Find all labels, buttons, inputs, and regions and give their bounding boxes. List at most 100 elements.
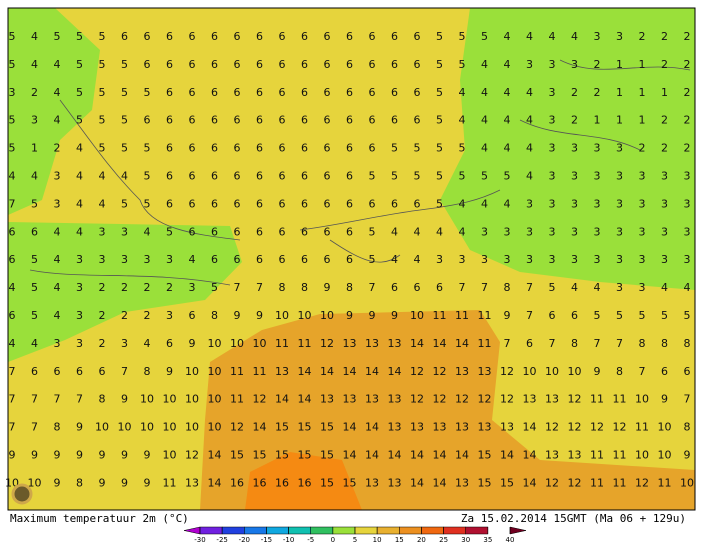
colorbar-segment — [376, 526, 400, 535]
grid-value: 8 — [99, 393, 106, 406]
grid-value: 11 — [455, 309, 469, 322]
grid-value: 10 — [118, 421, 132, 434]
grid-value: 4 — [504, 114, 511, 127]
grid-value: 6 — [31, 365, 38, 378]
grid-value: 6 — [234, 30, 241, 43]
grid-value: 5 — [144, 142, 151, 155]
grid-value: 16 — [230, 476, 244, 489]
map-frame — [7, 7, 696, 511]
grid-value: 5 — [414, 170, 421, 183]
colorbar-tick-label: -30 — [194, 536, 205, 544]
grid-value: 7 — [504, 337, 511, 350]
grid-value: 9 — [99, 449, 106, 462]
grid-value: 6 — [76, 365, 83, 378]
grid-value: 4 — [481, 197, 488, 210]
grid-value: 10 — [658, 449, 672, 462]
grid-value: 7 — [639, 365, 646, 378]
grid-value: 7 — [256, 281, 263, 294]
grid-value: 8 — [279, 281, 286, 294]
grid-value: 1 — [616, 86, 623, 99]
grid-value: 9 — [504, 309, 511, 322]
grid-value: 7 — [121, 365, 128, 378]
grid-value: 9 — [99, 476, 106, 489]
grid-value: 14 — [523, 421, 537, 434]
grid-value: 6 — [211, 86, 218, 99]
grid-value: 13 — [433, 421, 447, 434]
grid-value: 6 — [301, 30, 308, 43]
grid-value: 4 — [504, 197, 511, 210]
grid-value: 3 — [9, 86, 16, 99]
grid-value: 2 — [684, 86, 691, 99]
grid-value: 7 — [9, 421, 16, 434]
grid-value: 4 — [76, 197, 83, 210]
grid-value: 6 — [346, 170, 353, 183]
grid-value: 3 — [616, 281, 623, 294]
grid-value: 6 — [279, 170, 286, 183]
grid-value: 3 — [76, 309, 83, 322]
grid-value: 6 — [189, 58, 196, 71]
grid-value: 4 — [526, 142, 533, 155]
grid-value: 6 — [31, 225, 38, 238]
grid-value: 1 — [639, 86, 646, 99]
colorbar-tick-label: 20 — [417, 536, 426, 544]
grid-value: 3 — [639, 197, 646, 210]
grid-value: 12 — [545, 476, 559, 489]
grid-value: 7 — [76, 393, 83, 406]
grid-value: 6 — [549, 309, 556, 322]
grid-value: 3 — [594, 142, 601, 155]
grid-value: 2 — [661, 114, 668, 127]
grid-value: 6 — [414, 281, 421, 294]
grid-value: 2 — [99, 337, 106, 350]
grid-value: 3 — [616, 170, 623, 183]
grid-value: 6 — [346, 114, 353, 127]
grid-value: 3 — [616, 30, 623, 43]
grid-value: 4 — [504, 142, 511, 155]
grid-value: 3 — [684, 225, 691, 238]
grid-value: 3 — [684, 197, 691, 210]
grid-value: 14 — [343, 449, 357, 462]
grid-value: 7 — [526, 309, 533, 322]
grid-value: 6 — [189, 114, 196, 127]
grid-value: 6 — [256, 114, 263, 127]
grid-value: 5 — [31, 197, 38, 210]
grid-value: 6 — [234, 197, 241, 210]
grid-value: 15 — [320, 421, 334, 434]
grid-value: 7 — [594, 337, 601, 350]
grid-value: 6 — [189, 86, 196, 99]
grid-value: 10 — [185, 393, 199, 406]
grid-value: 2 — [144, 309, 151, 322]
colorbar-tick-label: 0 — [331, 536, 335, 544]
grid-value: 3 — [54, 170, 61, 183]
grid-value: 9 — [144, 449, 151, 462]
colorbar-tick-label: 10 — [373, 536, 382, 544]
grid-value: 14 — [388, 449, 402, 462]
grid-value: 11 — [163, 476, 177, 489]
grid-value: 13 — [523, 393, 537, 406]
grid-value: 6 — [54, 365, 61, 378]
grid-value: 5 — [121, 58, 128, 71]
grid-value: 4 — [144, 337, 151, 350]
colorbar-tick-label: -10 — [283, 536, 294, 544]
grid-value: 13 — [455, 476, 469, 489]
grid-value: 7 — [31, 393, 38, 406]
map-area — [7, 7, 696, 511]
grid-value: 7 — [526, 281, 533, 294]
grid-value: 5 — [436, 86, 443, 99]
grid-value: 6 — [279, 86, 286, 99]
grid-value: 8 — [639, 337, 646, 350]
grid-value: 8 — [76, 476, 83, 489]
grid-value: 6 — [414, 58, 421, 71]
grid-value: 10 — [208, 365, 222, 378]
grid-value: 10 — [185, 421, 199, 434]
grid-value: 13 — [343, 337, 357, 350]
grid-value: 6 — [414, 114, 421, 127]
grid-value: 6 — [211, 30, 218, 43]
grid-value: 4 — [76, 225, 83, 238]
grid-value: 6 — [234, 142, 241, 155]
grid-value: 4 — [121, 170, 128, 183]
grid-value: 6 — [346, 58, 353, 71]
grid-value: 6 — [166, 86, 173, 99]
grid-value: 6 — [166, 142, 173, 155]
grid-value: 5 — [391, 170, 398, 183]
